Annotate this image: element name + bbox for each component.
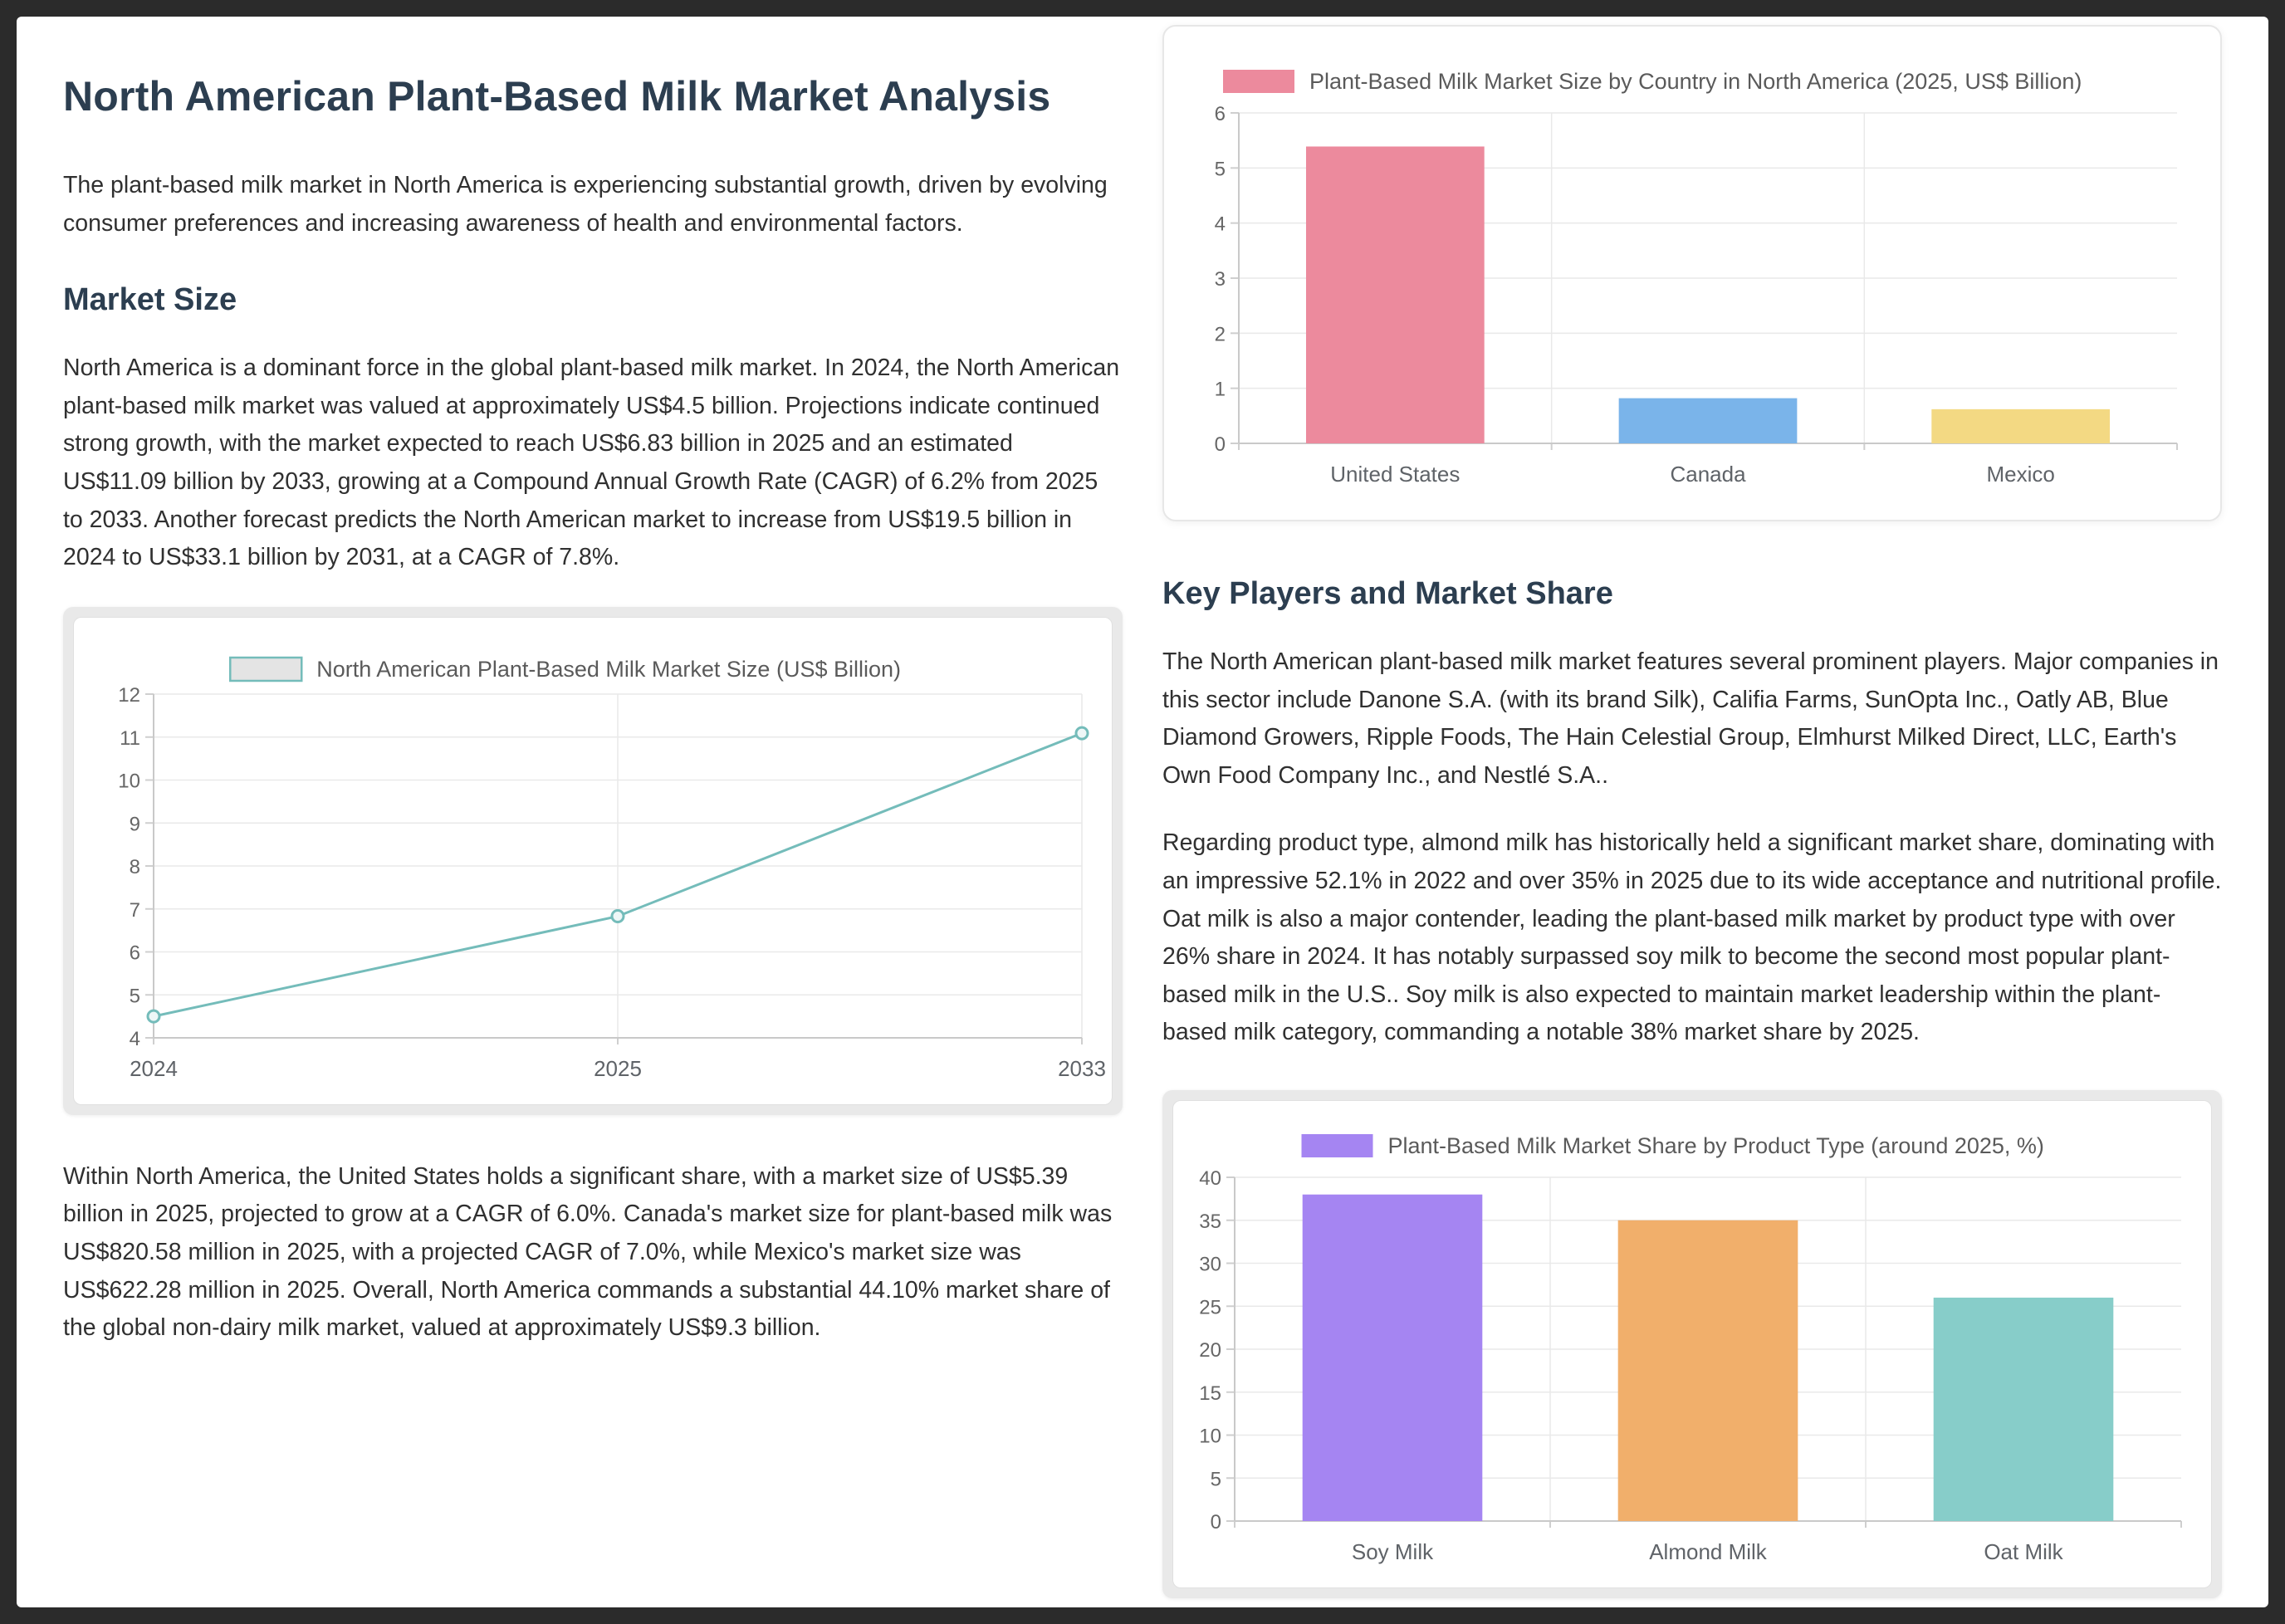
- product-chart-frame: 0 5 10 15 20 25 30 35 40 Soy Milk Almond Milk Oat M…: [1162, 1089, 2222, 1598]
- right-column: 0 1 2 3 4 5 6 United States Canada Mexico Plant-Ba…: [1162, 23, 2222, 1598]
- product-bar-chart-card: 0 5 10 15 20 25 30 35 40 Soy Milk Almond Milk Oat M…: [1172, 1099, 2212, 1588]
- line-chart-frame: 4 5 6 7 8 9 10 11 12 2024 2025 2033 North American P…: [63, 606, 1123, 1115]
- legend-swatch: [1223, 70, 1294, 93]
- svg-text:2033: 2033: [1058, 1056, 1106, 1081]
- intro-paragraph: The plant-based milk market in North Ame…: [63, 172, 1108, 237]
- bar-2: [1933, 1297, 2114, 1521]
- legend-swatch: [1301, 1133, 1373, 1157]
- market-size-paragraph: North America is a dominant force in the…: [63, 355, 1120, 571]
- legend-label: Plant-Based Milk Market Share by Product…: [1388, 1133, 2044, 1158]
- data-point-0: [146, 1009, 161, 1024]
- country-bar-chart-card: 0 1 2 3 4 5 6 United States Canada Mexico Plant-Ba…: [1162, 25, 2222, 521]
- svg-text:Oat Milk: Oat Milk: [1984, 1539, 2063, 1564]
- axis-labels: 0 1 2 3 4 5 6 United States Canada Mexico: [1215, 103, 2055, 487]
- series: [146, 726, 1089, 1024]
- svg-text:10: 10: [118, 770, 140, 792]
- bar-1: [1617, 1220, 1798, 1521]
- legend-label: North American Plant-Based Milk Market S…: [316, 657, 901, 682]
- svg-text:6: 6: [130, 942, 140, 964]
- key-players-paragraph: The North American plant-based milk mark…: [1162, 648, 2219, 789]
- section-heading-market-size: Market Size: [63, 282, 237, 318]
- svg-text:35: 35: [1199, 1211, 1221, 1233]
- series: [1302, 1194, 2114, 1521]
- document-panel: North American Plant-Based Milk Market A…: [17, 17, 2268, 1607]
- svg-text:Almond Milk: Almond Milk: [1649, 1539, 1768, 1564]
- svg-text:8: 8: [130, 856, 140, 878]
- svg-text:30: 30: [1199, 1253, 1221, 1275]
- svg-text:3: 3: [1215, 268, 1226, 291]
- svg-text:Soy Milk: Soy Milk: [1352, 1539, 1434, 1564]
- market-size-detail-paragraph: Within North America, the United States …: [63, 1162, 1113, 1342]
- svg-text:15: 15: [1199, 1382, 1221, 1405]
- svg-text:6: 6: [1215, 103, 1226, 125]
- series: [1305, 146, 2111, 444]
- svg-text:United States: United States: [1330, 462, 1460, 487]
- svg-text:2025: 2025: [594, 1056, 642, 1081]
- market-size-line-chart: 4 5 6 7 8 9 10 11 12 2024 2025 2033 North American P…: [118, 656, 1106, 1081]
- svg-text:5: 5: [130, 985, 140, 1007]
- bar-1: [1618, 398, 1798, 443]
- bar-0: [1305, 146, 1485, 444]
- country-bar-chart: 0 1 2 3 4 5 6 United States Canada Mexico Plant-Ba…: [1215, 69, 2178, 487]
- svg-text:2: 2: [1215, 323, 1226, 345]
- svg-text:9: 9: [130, 813, 140, 835]
- axis-labels: 0 5 10 15 20 25 30 35 40 Soy Milk Almond Milk Oat M…: [1199, 1167, 2063, 1564]
- line-chart-card: 4 5 6 7 8 9 10 11 12 2024 2025 2033 North American P…: [73, 616, 1113, 1105]
- legend-label: Plant-Based Milk Market Size by Country …: [1309, 69, 2082, 94]
- svg-text:0: 0: [1215, 433, 1226, 456]
- svg-text:7: 7: [130, 899, 140, 922]
- data-point-2: [1074, 726, 1089, 741]
- bar-0: [1302, 1194, 1483, 1521]
- svg-text:11: 11: [120, 727, 140, 750]
- svg-text:4: 4: [1215, 213, 1226, 236]
- svg-text:5: 5: [1211, 1468, 1221, 1490]
- product-share-paragraph: Regarding product type, almond milk has …: [1162, 829, 2222, 1046]
- data-point-1: [610, 908, 625, 923]
- svg-text:12: 12: [118, 684, 140, 707]
- product-bar-chart: 0 5 10 15 20 25 30 35 40 Soy Milk Almond Milk Oat M…: [1199, 1133, 2182, 1564]
- page-title: North American Plant-Based Milk Market A…: [63, 73, 1051, 120]
- legend-swatch: [229, 656, 303, 682]
- svg-text:0: 0: [1211, 1511, 1221, 1534]
- svg-text:2024: 2024: [130, 1056, 178, 1081]
- chart-legend: Plant-Based Milk Market Size by Country …: [1223, 69, 2082, 94]
- svg-text:40: 40: [1199, 1167, 1221, 1190]
- svg-text:10: 10: [1199, 1425, 1221, 1447]
- chart-legend: Plant-Based Milk Market Share by Product…: [1301, 1133, 2044, 1158]
- svg-text:20: 20: [1199, 1339, 1221, 1362]
- grid-lines: [154, 693, 1083, 1038]
- left-column: North American Plant-Based Milk Market A…: [63, 23, 1123, 1598]
- svg-text:1: 1: [1215, 379, 1226, 401]
- chart-legend: North American Plant-Based Milk Market S…: [229, 656, 901, 682]
- axes: [145, 692, 1083, 1044]
- svg-text:25: 25: [1199, 1296, 1221, 1318]
- svg-text:4: 4: [130, 1028, 140, 1050]
- svg-text:5: 5: [1215, 158, 1226, 180]
- svg-text:Mexico: Mexico: [1986, 462, 2054, 487]
- bar-2: [1931, 408, 2111, 443]
- svg-text:Canada: Canada: [1670, 462, 1746, 487]
- axis-labels: 4 5 6 7 8 9 10 11 12 2024 2025 2033: [118, 684, 1106, 1081]
- section-heading-key-players: Key Players and Market Share: [1162, 576, 1613, 611]
